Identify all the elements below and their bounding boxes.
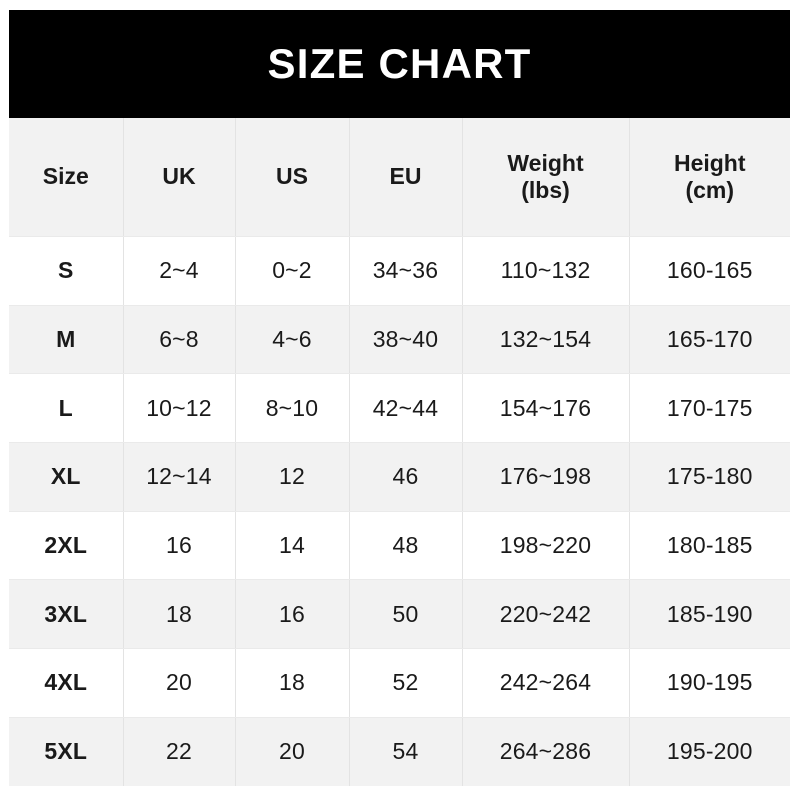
cell-weight: 242~264 xyxy=(462,648,630,718)
cell-eu: 52 xyxy=(349,648,463,718)
cell-us: 16 xyxy=(235,579,350,650)
cell-size: 5XL xyxy=(9,717,124,786)
cell-weight: 264~286 xyxy=(462,717,630,786)
column-header-height-label: Height xyxy=(673,149,746,176)
table-header: Size UK US EU Weight (lbs) Height (cm) xyxy=(9,118,790,237)
cell-us: 4~6 xyxy=(235,305,350,375)
column-header-size: Size xyxy=(9,118,124,237)
cell-weight: 198~220 xyxy=(462,511,630,581)
cell-us: 20 xyxy=(235,717,350,786)
table-row: 4XL 20 18 52 242~264 190-195 xyxy=(9,648,790,718)
column-header-eu-label: EU xyxy=(389,163,422,190)
cell-height: 165-170 xyxy=(629,305,790,375)
cell-us: 12 xyxy=(235,442,350,512)
cell-uk: 20 xyxy=(123,648,236,718)
cell-uk: 22 xyxy=(123,717,236,786)
column-header-height-unit: (cm) xyxy=(685,177,735,203)
table-row: L 10~12 8~10 42~44 154~176 170-175 xyxy=(9,373,790,444)
column-header-weight-unit: (lbs) xyxy=(521,177,570,203)
table-row: 3XL 18 16 50 220~242 185-190 xyxy=(9,579,790,650)
cell-weight: 176~198 xyxy=(462,442,630,512)
column-header-uk-label: UK xyxy=(162,163,196,190)
cell-uk: 12~14 xyxy=(123,442,236,512)
cell-size: 3XL xyxy=(9,579,124,650)
table-row: 5XL 22 20 54 264~286 195-200 xyxy=(9,717,790,786)
cell-uk: 10~12 xyxy=(123,373,236,444)
cell-weight: 110~132 xyxy=(462,236,630,306)
cell-eu: 38~40 xyxy=(349,305,463,375)
cell-uk: 18 xyxy=(123,579,236,650)
cell-height: 160-165 xyxy=(629,236,790,306)
column-header-weight: Weight (lbs) xyxy=(462,118,630,237)
cell-weight: 132~154 xyxy=(462,305,630,375)
column-header-us-label: US xyxy=(276,163,308,190)
table-body: S 2~4 0~2 34~36 110~132 160-165 M 6~8 4~… xyxy=(9,236,790,786)
cell-weight: 154~176 xyxy=(462,373,630,444)
cell-eu: 34~36 xyxy=(349,236,463,306)
cell-size: XL xyxy=(9,442,124,512)
cell-eu: 46 xyxy=(349,442,463,512)
cell-eu: 50 xyxy=(349,579,463,650)
cell-height: 180-185 xyxy=(629,511,790,581)
column-header-size-label: Size xyxy=(42,163,89,190)
header-row: Size UK US EU Weight (lbs) Height (cm) xyxy=(9,118,790,237)
table-row: S 2~4 0~2 34~36 110~132 160-165 xyxy=(9,236,790,306)
column-header-eu: EU xyxy=(349,118,463,237)
cell-uk: 2~4 xyxy=(123,236,236,306)
cell-size: L xyxy=(9,373,124,444)
cell-us: 14 xyxy=(235,511,350,581)
table-row: XL 12~14 12 46 176~198 175-180 xyxy=(9,442,790,512)
cell-size: M xyxy=(9,305,124,375)
cell-us: 0~2 xyxy=(235,236,350,306)
cell-weight: 220~242 xyxy=(462,579,630,650)
cell-eu: 54 xyxy=(349,717,463,786)
cell-uk: 16 xyxy=(123,511,236,581)
column-header-uk: UK xyxy=(123,118,236,237)
cell-us: 8~10 xyxy=(235,373,350,444)
cell-eu: 42~44 xyxy=(349,373,463,444)
column-header-weight-label: Weight xyxy=(507,149,584,176)
chart-banner: SIZE CHART xyxy=(9,10,790,118)
cell-height: 195-200 xyxy=(629,717,790,786)
column-header-us: US xyxy=(235,118,350,237)
size-chart-table: Size UK US EU Weight (lbs) Height (cm) xyxy=(9,118,790,786)
cell-height: 175-180 xyxy=(629,442,790,512)
cell-uk: 6~8 xyxy=(123,305,236,375)
cell-height: 190-195 xyxy=(629,648,790,718)
cell-eu: 48 xyxy=(349,511,463,581)
cell-size: 2XL xyxy=(9,511,124,581)
table-row: M 6~8 4~6 38~40 132~154 165-170 xyxy=(9,305,790,375)
cell-size: 4XL xyxy=(9,648,124,718)
page-title: SIZE CHART xyxy=(267,40,532,87)
cell-us: 18 xyxy=(235,648,350,718)
cell-size: S xyxy=(9,236,124,306)
table-row: 2XL 16 14 48 198~220 180-185 xyxy=(9,511,790,581)
column-header-height: Height (cm) xyxy=(629,118,790,237)
cell-height: 170-175 xyxy=(629,373,790,444)
cell-height: 185-190 xyxy=(629,579,790,650)
